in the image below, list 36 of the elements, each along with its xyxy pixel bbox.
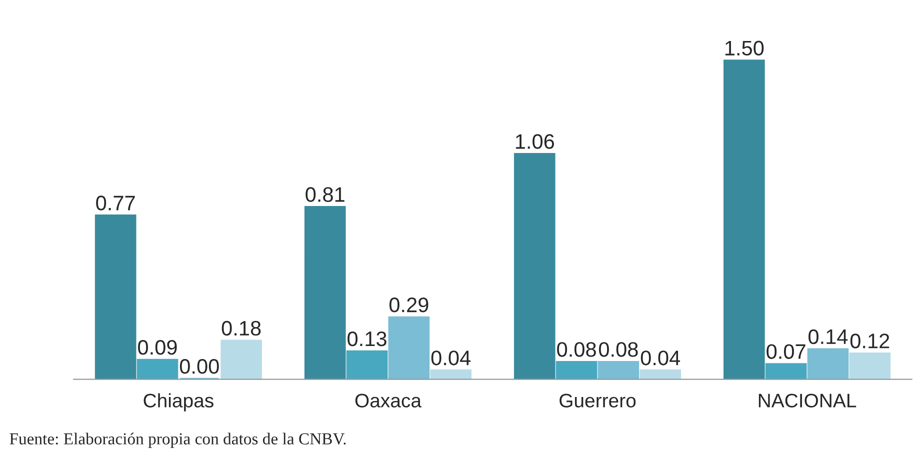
data-label: 1.50 [725, 40, 764, 56]
bar [598, 360, 640, 380]
data-label: 0.81 [306, 187, 344, 202]
data-label: 0.77 [96, 196, 135, 210]
bar [94, 214, 136, 380]
x-tick-label: Guerrero [560, 394, 636, 408]
bar [430, 369, 472, 380]
data-label: 0.08 [557, 342, 596, 357]
bar [304, 206, 346, 380]
data-label: 0.00 [180, 359, 219, 374]
bar [556, 360, 598, 380]
bar [640, 369, 682, 380]
data-label: 0.13 [348, 331, 386, 346]
bar [765, 363, 807, 380]
bar [514, 153, 556, 380]
data-label: 1.06 [516, 134, 554, 149]
bar [346, 350, 388, 380]
x-tick-label: Oaxaca [355, 394, 422, 408]
bar [388, 316, 430, 380]
data-label: 0.18 [222, 320, 261, 336]
data-label: 0.04 [640, 350, 680, 366]
data-label: 0.14 [808, 329, 848, 344]
x-tick-label: Chiapas [144, 393, 214, 412]
data-label: 0.09 [138, 340, 177, 355]
bar [807, 348, 849, 380]
data-label: 0.07 [766, 344, 806, 359]
x-tick-label: NACIONAL [758, 394, 856, 408]
data-label: 0.29 [389, 298, 428, 312]
data-label: 0.04 [431, 350, 470, 366]
bar [136, 358, 178, 380]
data-label: 0.12 [850, 334, 890, 348]
bar [220, 340, 262, 380]
bar [849, 352, 891, 380]
source-note: Fuente: Elaboración propia con datos de la CNBV. [10, 432, 346, 448]
data-label: 0.08 [598, 342, 638, 357]
bar [724, 60, 765, 380]
